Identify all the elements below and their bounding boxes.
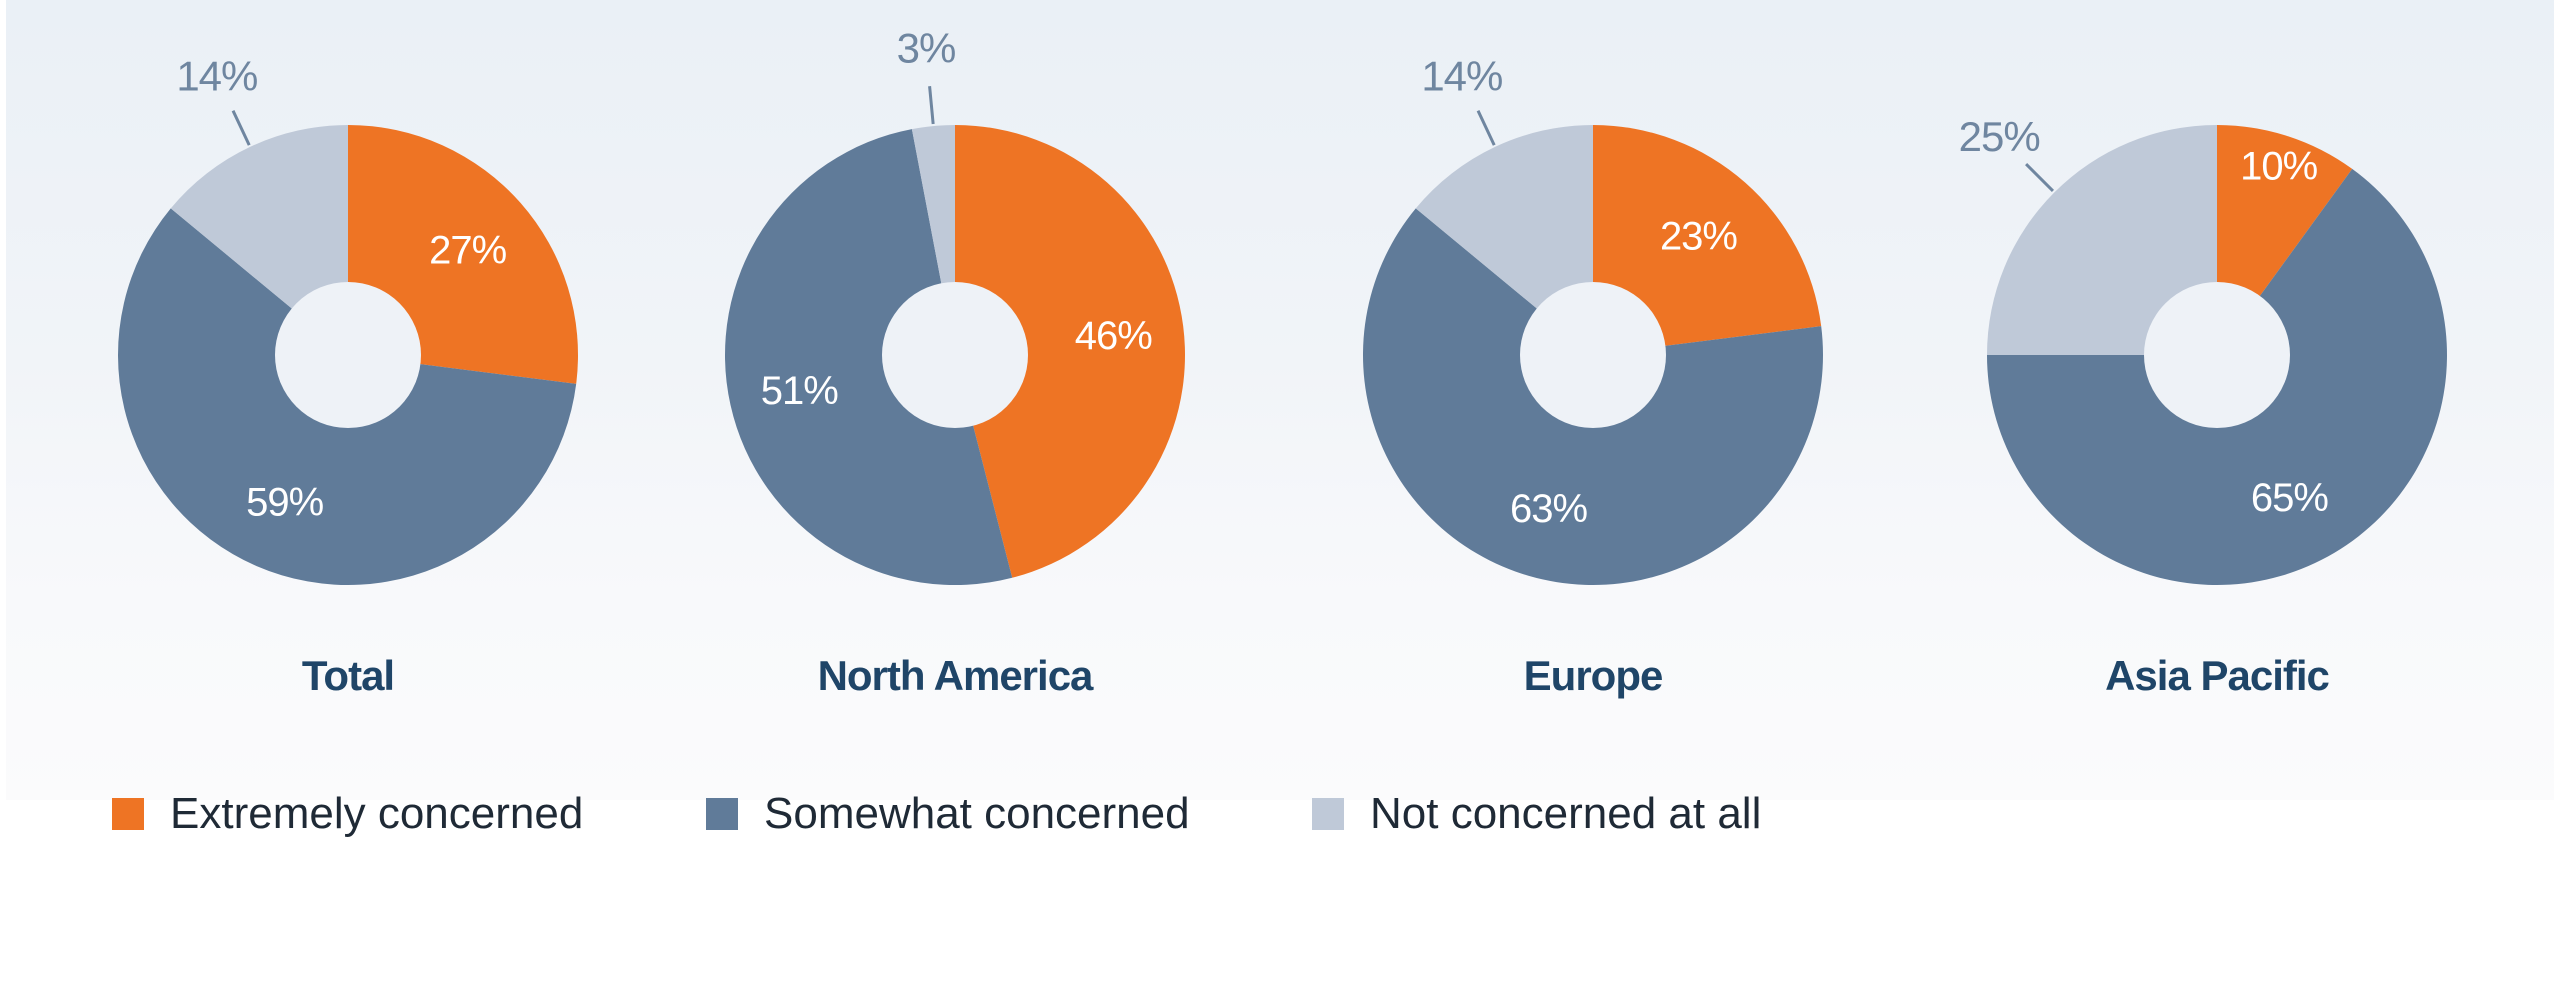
legend-swatch-extremely <box>112 798 144 830</box>
donut-hole <box>275 282 421 428</box>
leader-line-europe <box>1476 110 1496 146</box>
leader-line-north-america <box>928 86 935 125</box>
donut-title-europe: Europe <box>1524 652 1663 699</box>
donut-europe: 23% 63% 14% Europe <box>1362 52 1823 699</box>
data-label-europe-somewhat: 63% <box>1510 487 1587 531</box>
legend-label-extremely: Extremely concerned <box>170 789 584 838</box>
legend-item-extremely: Extremely concerned <box>112 789 706 839</box>
leader-line-asia-pacific <box>2025 163 2055 193</box>
slice-asia-pacific-not <box>1987 125 2217 355</box>
data-label-north-america-extremely: 46% <box>1075 314 1152 358</box>
data-label-north-america-somewhat: 51% <box>761 369 838 413</box>
data-label-north-america-not: 3% <box>897 24 956 71</box>
data-label-total-somewhat: 59% <box>246 480 323 524</box>
legend-label-not: Not concerned at all <box>1370 789 1762 838</box>
donut-title-total: Total <box>302 652 394 699</box>
legend-item-somewhat: Somewhat concerned <box>706 789 1312 839</box>
data-label-total-extremely: 27% <box>429 229 506 273</box>
legend-item-not: Not concerned at all <box>1312 789 1761 839</box>
donut-hole <box>882 282 1028 428</box>
donut-north-america: 46% 51% 3% North America <box>724 24 1185 699</box>
legend-label-somewhat: Somewhat concerned <box>764 789 1190 838</box>
data-label-europe-extremely: 23% <box>1660 214 1737 258</box>
legend: Extremely concerned Somewhat concerned N… <box>112 784 1761 844</box>
slice-north-america-extremely <box>955 125 1185 578</box>
donut-hole <box>1520 282 1666 428</box>
donut-title-asia-pacific: Asia Pacific <box>2105 652 2329 699</box>
legend-swatch-not <box>1312 798 1344 830</box>
data-label-asia-pacific-extremely: 10% <box>2240 144 2317 188</box>
data-label-asia-pacific-somewhat: 65% <box>2251 476 2328 520</box>
donut-hole <box>2144 282 2290 428</box>
donut-asia-pacific: 10% 65% 25% Asia Pacific <box>1959 113 2447 699</box>
data-label-total-not: 14% <box>176 52 257 99</box>
donut-total: 27% 59% 14% Total <box>118 52 578 699</box>
data-label-europe-not: 14% <box>1421 52 1502 99</box>
legend-swatch-somewhat <box>706 798 738 830</box>
data-label-asia-pacific-not: 25% <box>1959 113 2040 160</box>
slice-europe-extremely <box>1593 125 1822 355</box>
leader-line-total <box>231 110 251 146</box>
donut-title-north-america: North America <box>818 652 1094 699</box>
slice-north-america-somewhat <box>724 129 1013 586</box>
